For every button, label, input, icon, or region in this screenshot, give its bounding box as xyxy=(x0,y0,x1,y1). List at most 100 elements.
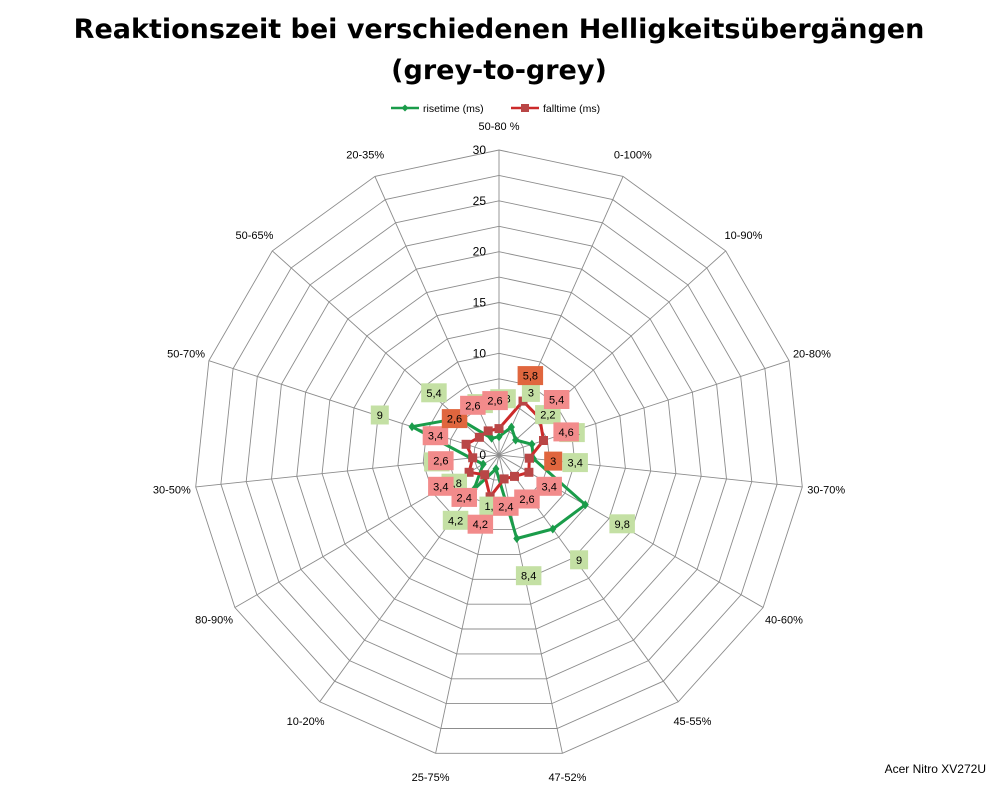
falltime-data-label: 2,4 xyxy=(457,492,472,504)
falltime-label-bg xyxy=(422,426,449,446)
category-label: 80-90% xyxy=(195,615,233,627)
falltime-point xyxy=(524,467,534,477)
radar-grid xyxy=(195,149,803,754)
grid-ring xyxy=(220,174,778,729)
data-labels: 1,832,23,43,49,898,41,44,21,82,895,41,82… xyxy=(370,366,635,586)
falltime-point xyxy=(480,470,490,480)
falltime-label-bg xyxy=(543,390,570,409)
risetime-data-label: 9 xyxy=(576,555,582,567)
grid-ring xyxy=(372,327,626,580)
risetime-point xyxy=(479,459,487,469)
category-label: 30-50% xyxy=(153,484,191,496)
falltime-label-bg xyxy=(460,395,486,415)
falltime-data-label: 3,4 xyxy=(428,431,443,443)
category-label: 10-90% xyxy=(725,230,763,242)
falltime-data-label: 3 xyxy=(550,456,556,468)
falltime-label-bg xyxy=(467,514,494,534)
falltime-label-bg xyxy=(544,451,563,471)
credit-text: Acer Nitro XV272U xyxy=(885,762,986,776)
falltime-point xyxy=(494,424,504,434)
category-label: 47-52% xyxy=(548,772,586,784)
legend: risetime (ms) falltime (ms) xyxy=(391,103,600,115)
grid-spoke xyxy=(208,360,500,456)
risetime-point xyxy=(512,435,520,445)
falltime-point xyxy=(483,426,493,436)
category-label: 50-80 % xyxy=(479,121,520,133)
tick-label: 0 xyxy=(479,448,486,462)
falltime-data-label: 2,6 xyxy=(465,400,480,412)
risetime-label-bg xyxy=(515,566,542,586)
risetime-data-label: 8,4 xyxy=(521,571,536,583)
falltime-data-label: 2,6 xyxy=(519,494,534,506)
falltime-label-bg xyxy=(553,422,579,442)
falltime-point xyxy=(499,474,509,484)
falltime-point xyxy=(474,432,484,442)
risetime-point xyxy=(495,432,503,442)
category-label: 20-80% xyxy=(793,348,831,360)
category-label: 25-75% xyxy=(412,772,450,784)
tick-label: 10 xyxy=(473,346,487,360)
category-label: 20-35% xyxy=(346,149,384,161)
falltime-label-bg xyxy=(451,487,477,507)
risetime-point xyxy=(528,439,536,449)
falltime-label-bg xyxy=(536,476,562,496)
falltime-label-bg xyxy=(517,366,544,386)
risetime-data-label: 3,4 xyxy=(568,458,583,470)
risetime-data-label: 9,8 xyxy=(615,519,630,531)
falltime-point xyxy=(461,439,471,449)
grid-spoke xyxy=(498,176,624,456)
risetime-point xyxy=(492,464,500,474)
falltime-data-label: 2,4 xyxy=(498,501,513,513)
legend-rise-marker xyxy=(401,104,409,112)
risetime-label-bg xyxy=(521,382,540,402)
falltime-point xyxy=(464,467,474,477)
tick-label: 15 xyxy=(473,296,487,310)
grid-ring xyxy=(195,149,803,754)
legend-rise-label: risetime (ms) xyxy=(423,103,484,115)
falltime-label-bg xyxy=(514,489,540,509)
category-label: 40-60% xyxy=(765,615,803,627)
risetime-point xyxy=(581,500,589,510)
falltime-label-bg xyxy=(428,476,454,496)
grid-ring xyxy=(271,225,727,680)
legend-fall-marker xyxy=(521,104,529,112)
category-label: 10-20% xyxy=(287,716,325,728)
category-label: 0-100% xyxy=(614,149,652,161)
risetime-point xyxy=(488,433,496,443)
falltime-data-label: 5,4 xyxy=(549,395,564,407)
risetime-point xyxy=(549,524,557,534)
category-labels: 50-80 % 0-100% 10-90% 20-80% 30-70% 40-60% 45-… xyxy=(153,121,846,784)
grid-ring xyxy=(321,276,677,630)
falltime-data-label: 2,6 xyxy=(487,396,502,408)
legend-fall-label: falltime (ms) xyxy=(543,103,600,115)
risetime-data-label: 9 xyxy=(377,410,383,422)
risetime-label-bg xyxy=(609,514,635,534)
falltime-point xyxy=(468,453,478,463)
tick-label: 25 xyxy=(473,194,487,208)
falltime-data-label: 3,4 xyxy=(542,481,557,493)
falltime-data-label: 2,6 xyxy=(447,414,462,426)
risetime-data-label: 3 xyxy=(528,387,534,399)
chart-subtitle: (grey-to-grey) xyxy=(391,55,607,86)
category-label: 50-70% xyxy=(167,348,205,360)
falltime-point xyxy=(539,436,548,445)
grid-ring xyxy=(422,378,576,531)
grid-ring xyxy=(397,352,601,555)
falltime-label-bg xyxy=(493,496,519,516)
falltime-label-bg xyxy=(482,391,508,411)
grid-ring xyxy=(296,251,702,655)
risetime-data-label: 4,2 xyxy=(448,515,463,527)
falltime-point xyxy=(524,453,534,463)
falltime-point xyxy=(510,471,519,481)
falltime-data-label: 2,6 xyxy=(433,456,448,468)
risetime-data-label: 2,2 xyxy=(540,410,555,422)
falltime-data-label: 5,8 xyxy=(523,371,538,383)
risetime-data-label: 5,4 xyxy=(426,388,441,400)
risetime-label-bg xyxy=(562,453,588,473)
grid-ring xyxy=(346,302,652,605)
risetime-label-bg xyxy=(370,405,389,425)
falltime-data-label: 3,4 xyxy=(433,481,448,493)
risetime-data-label: 1,4 xyxy=(484,501,499,513)
grid-spoke xyxy=(498,250,727,456)
